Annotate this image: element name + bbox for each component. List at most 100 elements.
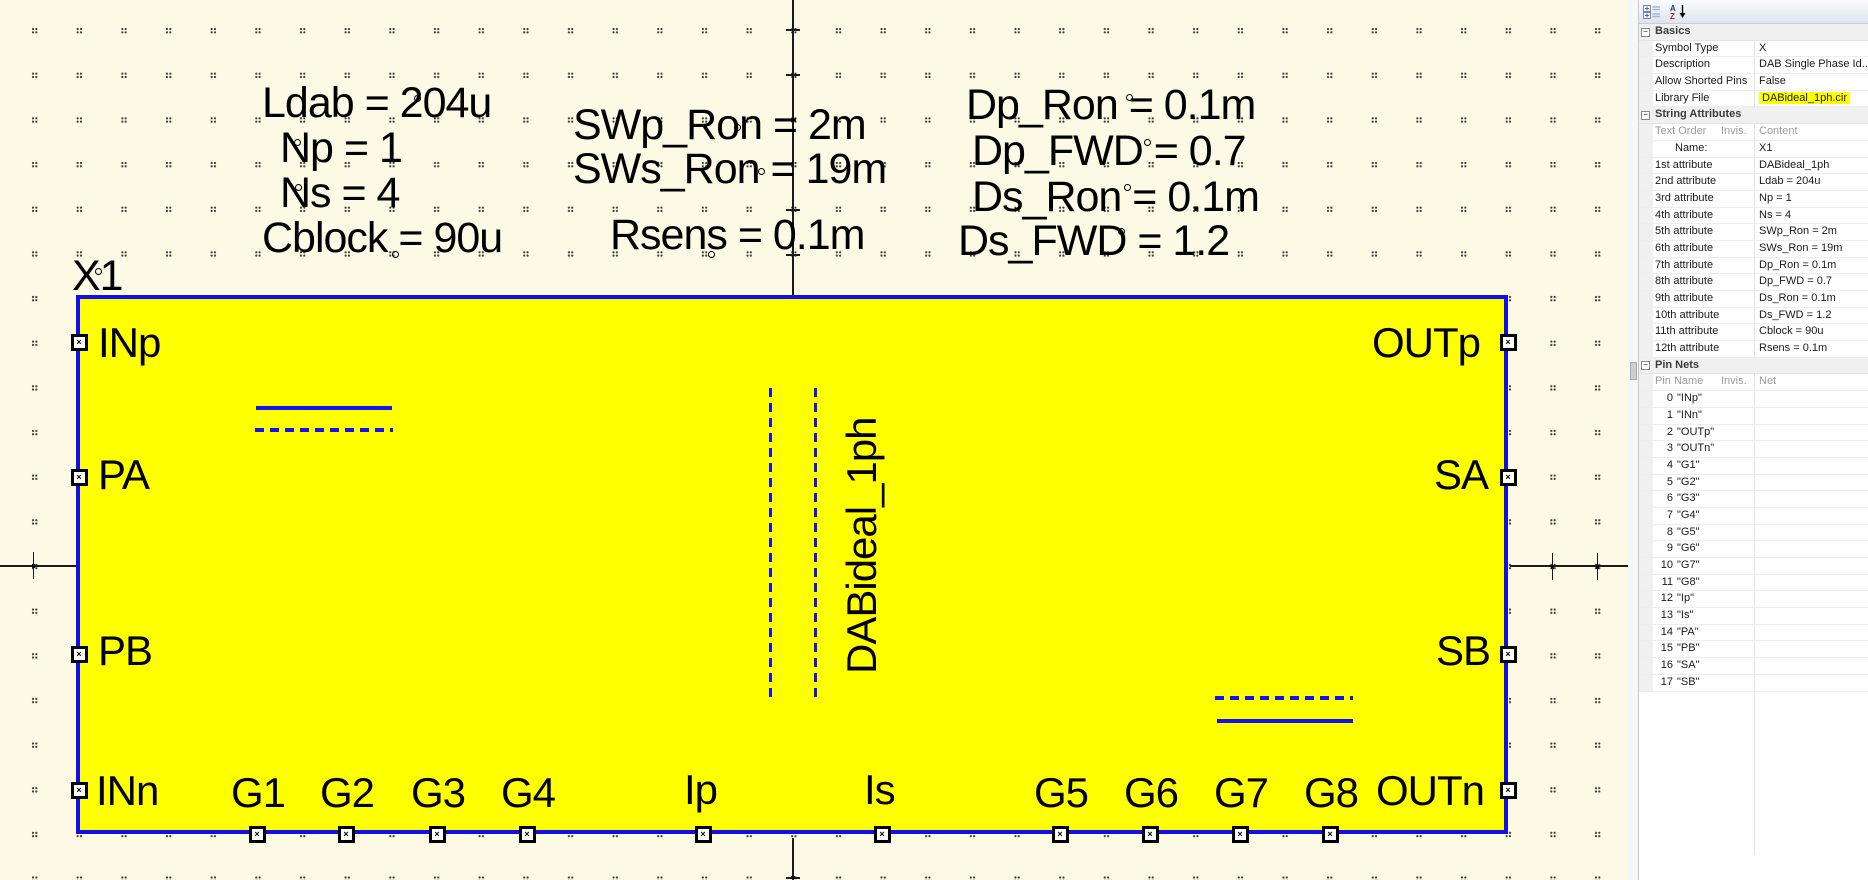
categorized-view-icon[interactable] — [1642, 3, 1662, 21]
component-reference[interactable]: X1 — [72, 252, 124, 300]
net-value[interactable] — [1754, 474, 1868, 491]
property-row[interactable]: Library File DABideal_1ph.cir — [1639, 90, 1868, 108]
pin-net-row[interactable]: 6 "G3" — [1639, 491, 1868, 508]
param-text-swp-ron[interactable]: SWp_Ron = 2m — [573, 101, 867, 149]
property-row[interactable]: 10th attribute Ds_FWD = 1.2 — [1639, 307, 1868, 325]
pin-square-inn[interactable] — [70, 781, 88, 799]
category-row[interactable]: − Pin Nets — [1639, 357, 1868, 375]
net-value[interactable] — [1754, 608, 1868, 624]
property-value[interactable]: Ds_FWD = 1.2 — [1754, 307, 1868, 324]
pin-square-g6[interactable] — [1141, 825, 1159, 843]
property-value[interactable]: DAB Single Phase Id... — [1754, 57, 1868, 74]
scrollbar-thumb[interactable] — [1629, 362, 1637, 380]
net-value[interactable] — [1754, 457, 1868, 474]
param-text-dp-ron[interactable]: Dp_Ron = 0.1m — [966, 81, 1256, 129]
category-row[interactable]: − Basics — [1639, 24, 1868, 41]
pin-square-sb[interactable] — [1499, 645, 1517, 663]
property-row[interactable]: 12th attribute Rsens = 0.1m — [1639, 341, 1868, 358]
property-value[interactable]: Ds_Ron = 0.1m — [1754, 291, 1868, 307]
property-row[interactable]: 8th attribute Dp_FWD = 0.7 — [1639, 274, 1868, 291]
property-value[interactable]: X — [1754, 40, 1868, 57]
pin-net-row[interactable]: 15 "PB" — [1639, 641, 1868, 659]
pin-square-g8[interactable] — [1321, 825, 1339, 843]
pin-net-row[interactable]: 0 "INp" — [1639, 391, 1868, 408]
property-value[interactable]: Cblock = 90u — [1754, 324, 1868, 341]
pin-net-row[interactable]: 1 "INn" — [1639, 407, 1868, 425]
pin-net-row[interactable]: 16 "SA" — [1639, 658, 1868, 675]
collapse-expander-icon[interactable]: − — [1641, 361, 1650, 371]
category-row[interactable]: − String Attributes — [1639, 107, 1868, 125]
pin-square-ip[interactable] — [694, 825, 712, 843]
param-text-ns[interactable]: Ns = 4 — [280, 169, 400, 217]
property-row[interactable]: 3rd attribute Np = 1 — [1639, 190, 1868, 208]
net-value[interactable] — [1754, 491, 1868, 507]
property-value[interactable]: False — [1754, 74, 1868, 90]
net-value[interactable] — [1754, 624, 1868, 641]
property-value[interactable]: SWp_Ron = 2m — [1754, 224, 1868, 240]
param-text-np[interactable]: Np = 1 — [280, 124, 403, 172]
collapse-expander-icon[interactable]: − — [1641, 27, 1650, 37]
pin-net-row[interactable]: 12 "Ip" — [1639, 591, 1868, 609]
net-value[interactable] — [1754, 424, 1868, 441]
pin-net-row[interactable]: 3 "OUTn" — [1639, 441, 1868, 458]
param-text-cblock[interactable]: Cblock = 90u — [262, 214, 503, 262]
pin-square-outp[interactable] — [1499, 333, 1517, 351]
property-row[interactable]: Name: X1 — [1639, 140, 1868, 158]
property-value[interactable]: Dp_FWD = 0.7 — [1754, 274, 1868, 290]
pin-square-g1[interactable] — [248, 825, 266, 843]
property-value[interactable]: SWs_Ron = 19m — [1754, 240, 1868, 257]
pin-net-row[interactable]: 17 "SB" — [1639, 674, 1868, 692]
net-value[interactable] — [1754, 558, 1868, 574]
net-value[interactable] — [1754, 641, 1868, 658]
property-row[interactable]: Symbol Type X — [1639, 40, 1868, 58]
component-body[interactable] — [76, 295, 1508, 834]
pin-net-row[interactable]: 8 "G5" — [1639, 524, 1868, 542]
collapse-expander-icon[interactable]: − — [1641, 110, 1650, 120]
param-text-rsens[interactable]: Rsens = 0.1m — [610, 211, 865, 259]
pin-net-row[interactable]: 14 "PA" — [1639, 624, 1868, 642]
net-value[interactable] — [1754, 407, 1868, 424]
net-value[interactable] — [1754, 391, 1868, 407]
pin-square-g3[interactable] — [428, 825, 446, 843]
net-value[interactable] — [1754, 507, 1868, 524]
pin-square-g2[interactable] — [337, 825, 355, 843]
property-row[interactable]: 4th attribute Ns = 4 — [1639, 207, 1868, 225]
property-row[interactable]: Description DAB Single Phase Id... — [1639, 57, 1868, 75]
property-value[interactable]: Rsens = 0.1m — [1754, 341, 1868, 357]
property-value[interactable]: Ldab = 204u — [1754, 174, 1868, 190]
property-row[interactable]: 6th attribute SWs_Ron = 19m — [1639, 240, 1868, 258]
property-row[interactable]: 1st attribute DABideal_1ph — [1639, 157, 1868, 175]
param-text-ldab[interactable]: Ldab = 204u — [262, 79, 492, 127]
param-text-ds-fwd[interactable]: Ds_FWD = 1.2 — [958, 217, 1230, 265]
net-value[interactable] — [1754, 541, 1868, 557]
property-value[interactable]: Ns = 4 — [1754, 207, 1868, 224]
property-row[interactable]: 9th attribute Ds_Ron = 0.1m — [1639, 291, 1868, 308]
net-value[interactable] — [1754, 441, 1868, 457]
pin-net-row[interactable]: 5 "G2" — [1639, 474, 1868, 492]
pin-square-g7[interactable] — [1231, 825, 1249, 843]
pin-square-g4[interactable] — [518, 825, 536, 843]
pin-net-row[interactable]: 13 "Is" — [1639, 608, 1868, 625]
pin-square-pa[interactable] — [70, 468, 88, 486]
param-text-sws-ron[interactable]: SWs_Ron = 19m — [573, 145, 887, 193]
property-value[interactable]: Dp_Ron = 0.1m — [1754, 257, 1868, 274]
schematic-canvas[interactable]: Ldab = 204u Np = 1 Ns = 4 Cblock = 90u S… — [0, 0, 1628, 880]
pin-square-sa[interactable] — [1499, 468, 1517, 486]
pin-net-row[interactable]: 4 "G1" — [1639, 457, 1868, 475]
pin-net-row[interactable]: 7 "G4" — [1639, 507, 1868, 525]
net-value[interactable] — [1754, 591, 1868, 608]
net-value[interactable] — [1754, 574, 1868, 591]
pin-square-g5[interactable] — [1051, 825, 1069, 843]
net-value[interactable] — [1754, 524, 1868, 541]
pin-net-row[interactable]: 2 "OUTp" — [1639, 424, 1868, 442]
property-row[interactable]: 7th attribute Dp_Ron = 0.1m — [1639, 257, 1868, 275]
pin-square-pb[interactable] — [70, 645, 88, 663]
property-row[interactable]: 5th attribute SWp_Ron = 2m — [1639, 224, 1868, 241]
net-value[interactable] — [1754, 674, 1868, 691]
pin-square-is[interactable] — [873, 825, 891, 843]
property-row[interactable]: 2nd attribute Ldab = 204u — [1639, 174, 1868, 191]
alphabetical-sort-icon[interactable]: A Z — [1668, 3, 1688, 21]
param-text-dp-fwd[interactable]: Dp_FWD = 0.7 — [972, 127, 1247, 175]
pin-square-inp[interactable] — [70, 333, 88, 351]
param-text-ds-ron[interactable]: Ds_Ron = 0.1m — [972, 173, 1260, 221]
